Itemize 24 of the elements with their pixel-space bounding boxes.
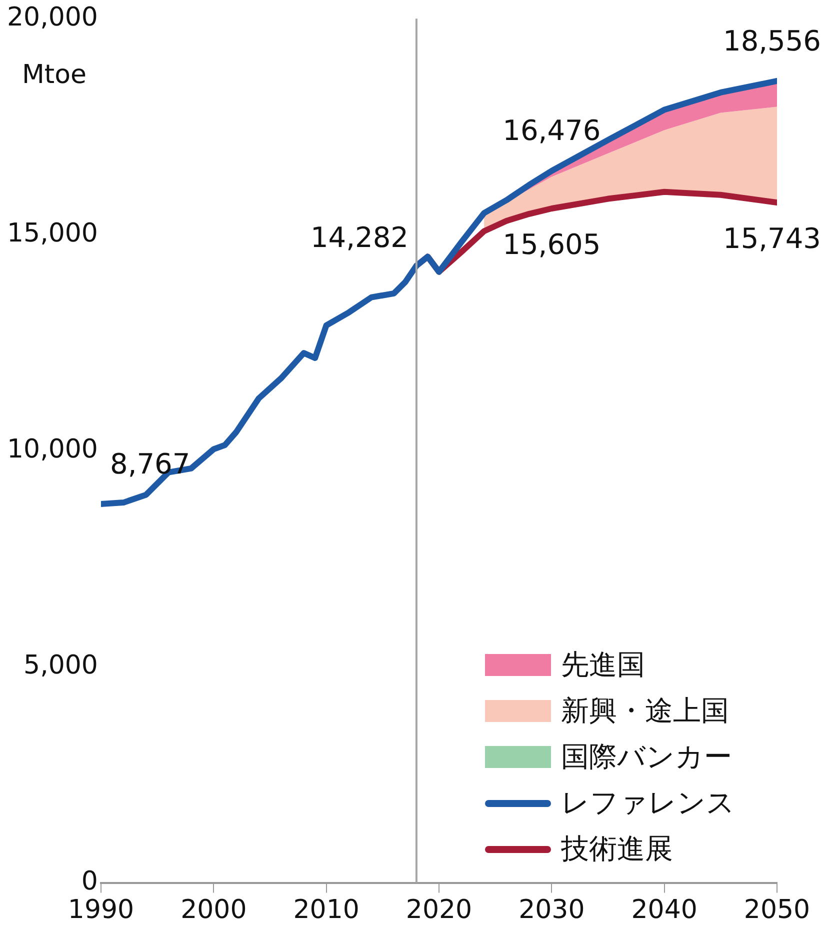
x-tick-label: 2040 [631,895,698,926]
x-tick-label: 2010 [293,895,360,926]
annotation: 15,605 [502,228,601,261]
x-tick-label: 1990 [68,895,134,926]
series-label: 新興・途上国 [561,693,729,729]
annotation: 14,282 [310,220,408,254]
legend-label: レファレンス [561,785,735,821]
annotation: 18,556 [723,24,822,58]
y-axis-title: Mtoe [22,60,87,90]
annotation: 16,476 [502,114,601,148]
x-tick-label: 2050 [744,895,810,926]
y-tick-label: 15,000 [6,218,98,248]
y-tick-label: 10,000 [6,434,98,464]
series-label: 先進国 [561,647,645,683]
x-tick-label: 2030 [518,895,585,926]
annotation: 15,743 [723,222,822,255]
legend-label: 国際バンカー [561,739,732,775]
x-tick-label: 2000 [180,895,247,926]
annotation: 8,767 [110,447,190,480]
y-tick-label: 20,000 [6,2,98,32]
y-tick-label: 0 [81,866,98,897]
y-tick-label: 5,000 [24,650,98,680]
legend-label: 技術進展 [561,831,673,867]
x-tick-label: 2020 [406,895,472,926]
